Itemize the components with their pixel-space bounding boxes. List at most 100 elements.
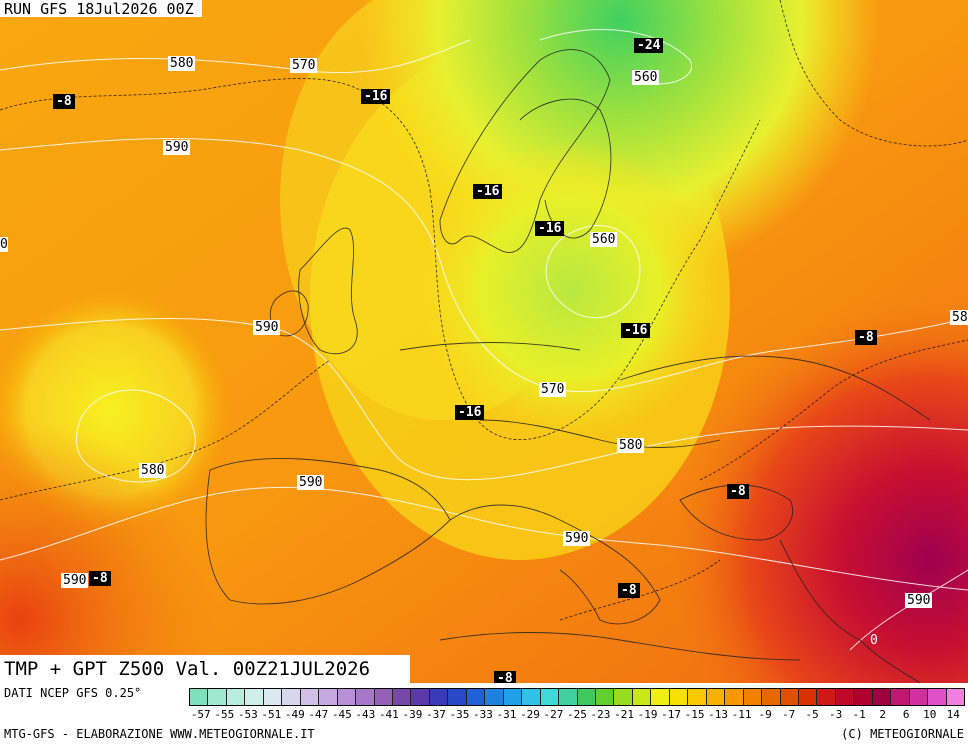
legend-tick-label: -53 [237, 708, 258, 721]
temp-label: -8 [89, 571, 111, 586]
temp-label: -8 [727, 484, 749, 499]
temp-label: -8 [494, 671, 516, 683]
legend-swatch [300, 689, 320, 705]
legend-swatch [319, 689, 338, 705]
legend-tick-label: -51 [261, 708, 282, 721]
copyright-text: (C) METEOGIORNALE [841, 727, 964, 741]
legend-tick-label: -37 [425, 708, 446, 721]
legend-swatch [559, 689, 578, 705]
data-source: DATI NCEP GFS 0.25° [4, 686, 142, 700]
legend-tick-label: -3 [829, 708, 843, 721]
legend-swatch [337, 689, 357, 705]
temp-label: -8 [618, 583, 640, 598]
legend-swatch [632, 689, 652, 705]
run-label: RUN GFS 18Jul2026 00Z [0, 0, 202, 18]
legend-swatch [392, 689, 412, 705]
legend-swatch [706, 689, 726, 705]
legend-tick-label: -55 [214, 708, 235, 721]
legend-tick-label: -21 [614, 708, 634, 721]
gpt-label: 590 [297, 475, 325, 490]
legend-swatch [540, 689, 560, 705]
legend-tick-label: -13 [708, 708, 729, 721]
legend-tick-label: 14 [946, 708, 960, 721]
legend-swatch [356, 689, 375, 705]
legend-tick-label: -47 [308, 708, 329, 721]
legend-swatch [595, 689, 615, 705]
legend-swatch [429, 689, 449, 705]
legend-tick-label: -7 [782, 708, 796, 721]
legend-tick-label: 10 [923, 708, 937, 721]
legend-swatch [651, 689, 670, 705]
weather-map: RUN GFS 18Jul2026 00Z -8 -16 -24 -16 -16… [0, 0, 968, 683]
legend-swatch [466, 689, 486, 705]
legend-tick-label: -35 [449, 708, 470, 721]
legend-tick-label: -19 [637, 708, 658, 721]
gpt-label: 560 [590, 232, 618, 247]
gpt-label: 0 [870, 633, 878, 648]
legend-swatch [928, 689, 947, 705]
gpt-label: 590 [563, 531, 591, 546]
legend-swatch [485, 689, 504, 705]
legend-tick-label: -25 [567, 708, 587, 721]
legend-swatch [743, 689, 763, 705]
legend-tick-label: -41 [378, 708, 399, 721]
legend-swatch [208, 689, 227, 705]
legend-swatch [780, 689, 799, 705]
legend-swatch [190, 689, 209, 705]
legend-swatch [909, 689, 929, 705]
color-legend: DATI NCEP GFS 0.25° -57 -55 -53 -51 -49 -47 -4… [0, 683, 968, 745]
temp-label: -16 [455, 405, 485, 420]
color-scale [189, 688, 965, 706]
legend-swatch [245, 689, 264, 705]
legend-tick-label: -43 [355, 708, 376, 721]
legend-swatch [891, 689, 910, 705]
legend-swatch [614, 689, 633, 705]
legend-swatch [762, 689, 781, 705]
legend-swatch [522, 689, 541, 705]
gpt-label: 0 [0, 237, 8, 252]
gpt-label: 570 [290, 58, 318, 73]
legend-tick-label: -15 [684, 708, 705, 721]
legend-swatch [411, 689, 430, 705]
temperature-field [0, 0, 968, 683]
gpt-label: 580 [139, 463, 167, 478]
legend-tick-label: -39 [402, 708, 423, 721]
legend-tick-label: -5 [805, 708, 819, 721]
temp-label: -24 [634, 38, 664, 53]
gpt-label: 580 [617, 438, 645, 453]
legend-tick-label: 2 [879, 708, 886, 721]
gpt-label: 580 [168, 56, 196, 71]
legend-swatch [503, 689, 523, 705]
legend-swatch [872, 689, 892, 705]
legend-tick-label: -1 [852, 708, 866, 721]
legend-tick-label: -27 [543, 708, 564, 721]
legend-swatch [688, 689, 707, 705]
legend-tick-label: -29 [520, 708, 540, 721]
gpt-label: 590 [163, 140, 191, 155]
legend-tick-label: -45 [331, 708, 352, 721]
legend-tick-label: -17 [661, 708, 681, 721]
gpt-label: 58 [950, 310, 968, 325]
legend-swatch [835, 689, 855, 705]
temp-label: -16 [361, 89, 391, 104]
gpt-label: 590 [253, 320, 281, 335]
legend-swatch [263, 689, 283, 705]
legend-tick-label: -57 [190, 708, 211, 721]
legend-swatch [577, 689, 596, 705]
legend-tick-label: 6 [902, 708, 910, 721]
legend-swatch [798, 689, 818, 705]
legend-swatch [669, 689, 689, 705]
gpt-label: 570 [539, 382, 567, 397]
valid-time-label: TMP + GPT Z500 Val. 00Z21JUL2026 [0, 655, 410, 683]
legend-swatch [946, 689, 965, 705]
temp-label: -16 [473, 184, 503, 199]
legend-swatch [725, 689, 744, 705]
temp-label: -16 [535, 221, 565, 236]
legend-tick-label: -9 [758, 708, 772, 721]
scale-ticks: -57 -55 -53 -51 -49 -47 -45 -43 -41 -39 -37 -35 -33-… [189, 708, 965, 722]
temp-label: -8 [53, 94, 75, 109]
legend-swatch [226, 689, 246, 705]
temp-label: -16 [621, 323, 651, 338]
legend-tick-label: -11 [731, 708, 752, 721]
legend-tick-label: -33 [473, 708, 493, 721]
